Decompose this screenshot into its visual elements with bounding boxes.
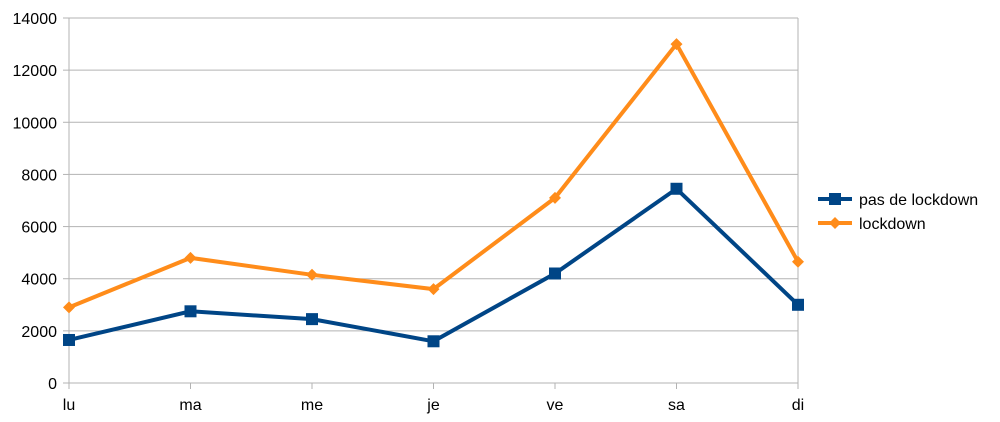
data-point [670, 182, 683, 195]
y-tick-label: 14000 [13, 11, 58, 28]
axes: 0 2000 4000 6000 8000 10000 12000 14000 lu ma me je… [13, 11, 805, 414]
grid-lines [69, 17, 799, 383]
series-lockdown [63, 38, 804, 314]
legend: pas de lockdown lockdown [818, 192, 978, 233]
x-tick-label: lu [63, 397, 75, 414]
legend-label: lockdown [859, 216, 926, 233]
legend-item: lockdown [818, 216, 926, 233]
series-line [68, 186, 800, 344]
series-pas-de-lockdown [63, 182, 804, 348]
y-tick-label: 10000 [13, 115, 58, 132]
data-point [427, 335, 440, 348]
x-tick-label: ve [547, 397, 564, 414]
y-tick-label: 4000 [21, 272, 57, 289]
y-tick-label: 12000 [13, 63, 58, 80]
y-tick-label: 6000 [21, 220, 57, 237]
data-point [63, 301, 75, 314]
data-point [184, 305, 197, 318]
legend-marker [829, 217, 841, 229]
legend-marker [829, 193, 841, 205]
data-point [549, 191, 561, 204]
data-point [670, 38, 683, 51]
data-point [549, 267, 561, 280]
data-point [792, 255, 804, 268]
legend-item: pas de lockdown [818, 192, 978, 209]
x-tick-label: sa [668, 397, 685, 414]
x-tick-label: me [301, 397, 323, 414]
data-point [306, 313, 318, 326]
series-lines [63, 38, 804, 348]
legend-label: pas de lockdown [859, 192, 978, 209]
x-tick-label: je [426, 397, 440, 414]
data-point [792, 298, 804, 311]
series-line [68, 40, 800, 310]
data-point [427, 283, 440, 296]
data-point [63, 333, 75, 346]
y-tick-label: 0 [48, 376, 57, 393]
x-tick-label: ma [179, 397, 201, 414]
data-point [306, 268, 318, 281]
y-tick-label: 8000 [21, 167, 57, 184]
data-point [184, 251, 197, 264]
y-tick-label: 2000 [21, 324, 57, 341]
x-tick-label: di [792, 397, 804, 414]
